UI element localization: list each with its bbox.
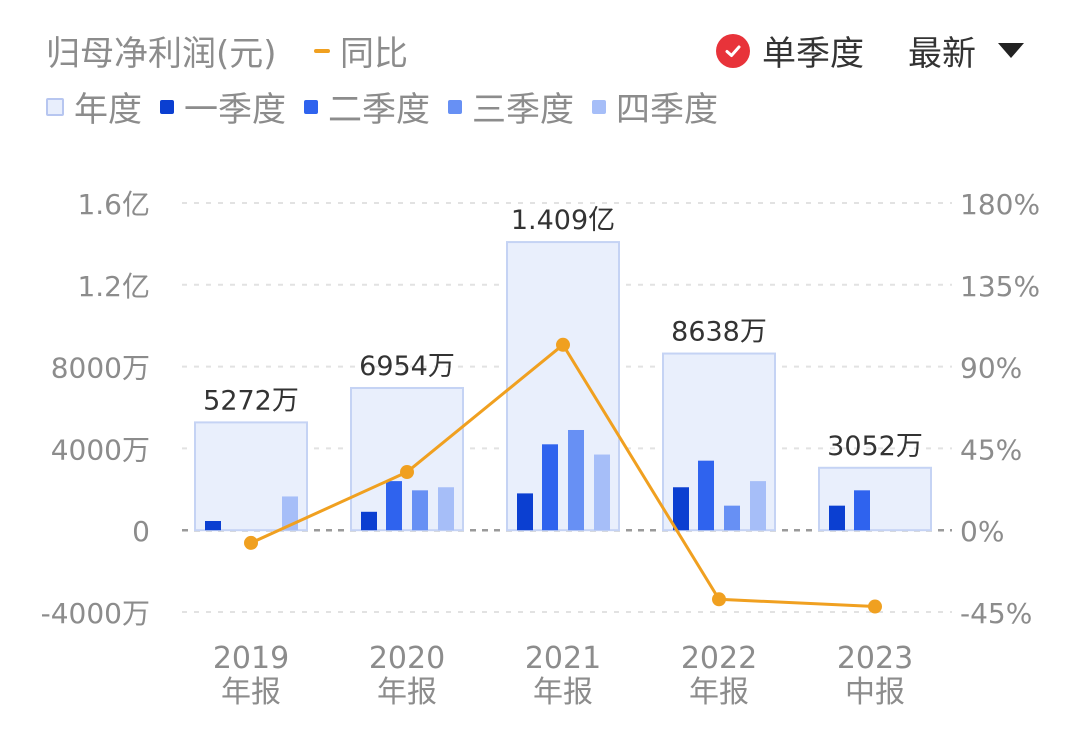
quarter-bar-q2 [542, 444, 558, 531]
quarter-bar-q4 [594, 454, 610, 531]
right-tick-label: 45% [960, 433, 1022, 466]
x-tick-year: 2020 [369, 641, 445, 676]
sort-dropdown-label: 最新 [908, 34, 976, 74]
chevron-down-icon [998, 43, 1024, 58]
quarter-bar-q2 [698, 460, 714, 531]
annual-value-label: 6954万 [359, 351, 455, 382]
quarter-bar-q1 [361, 511, 377, 531]
yoy-point [556, 337, 570, 352]
x-tick-report: 年报 [221, 675, 281, 710]
legend-label: 一季度 [184, 90, 286, 130]
left-tick-label: 0 [132, 515, 150, 548]
right-tick-label: 135% [960, 270, 1040, 303]
annual-value-label: 5272万 [203, 385, 299, 416]
left-tick-label: 4000万 [51, 433, 150, 466]
x-tick-year: 2022 [681, 641, 757, 676]
right-tick-label: -45% [960, 597, 1032, 630]
legend-item-q4[interactable]: 四季度 [592, 82, 718, 131]
legend-swatch [46, 97, 64, 116]
quarter-bar-q1 [517, 493, 533, 531]
single-quarter-label: 单季度 [762, 34, 864, 74]
yoy-point [712, 592, 726, 607]
single-quarter-toggle[interactable]: 单季度 [716, 26, 864, 75]
x-tick-year: 2019 [213, 641, 289, 676]
quarter-bar-q3 [724, 505, 740, 531]
x-tick-report: 年报 [689, 675, 749, 710]
quarter-bar-q1 [829, 505, 845, 531]
x-tick-report: 年报 [377, 675, 437, 710]
yoy-point [400, 465, 414, 480]
quarter-bar-q4 [438, 487, 454, 531]
quarter-bar-q3 [568, 429, 584, 531]
x-tick-report: 年报 [533, 675, 593, 710]
annual-value-label: 1.409亿 [511, 205, 615, 236]
quarter-bar-q2 [386, 481, 402, 531]
legend-label: 二季度 [328, 90, 430, 130]
sort-dropdown[interactable]: 最新 [908, 26, 1024, 75]
annual-value-label: 8638万 [671, 317, 767, 348]
yoy-legend-label: 同比 [340, 34, 408, 74]
quarter-bar-q2 [854, 490, 870, 531]
yoy-point [244, 535, 258, 550]
legend-swatch [448, 99, 462, 114]
left-tick-label: 1.2亿 [77, 270, 150, 303]
right-tick-label: 180% [960, 188, 1040, 221]
x-tick-year: 2021 [525, 641, 601, 676]
legend-item-annual[interactable]: 年度 [46, 82, 142, 131]
x-tick-report: 中报 [845, 675, 905, 710]
yoy-line-swatch [314, 48, 330, 53]
legend-item-q1[interactable]: 一季度 [160, 82, 286, 131]
right-tick-label: 0% [960, 515, 1004, 548]
annual-value-label: 3052万 [827, 431, 923, 462]
legend-swatch [304, 99, 318, 114]
right-tick-label: 90% [960, 352, 1022, 385]
legend-label: 三季度 [472, 90, 574, 130]
quarter-bar-q3 [412, 490, 428, 531]
legend-item-q2[interactable]: 二季度 [304, 82, 430, 131]
series-legend: 年度 一季度 二季度 三季度 四季度 [46, 82, 736, 131]
x-tick-year: 2023 [837, 641, 913, 676]
yoy-legend[interactable]: 同比 [314, 26, 408, 75]
legend-label: 年度 [74, 90, 142, 130]
left-tick-label: -4000万 [41, 597, 150, 630]
quarter-bar-q1 [205, 520, 221, 531]
legend-swatch [160, 99, 174, 114]
yoy-point [868, 599, 882, 614]
legend-swatch [592, 99, 606, 114]
legend-label: 四季度 [616, 90, 718, 130]
left-tick-label: 1.6亿 [77, 188, 150, 221]
chart-title: 归母净利润(元) [46, 34, 277, 74]
legend-item-q3[interactable]: 三季度 [448, 82, 574, 131]
check-icon [716, 33, 750, 68]
quarter-bar-q4 [750, 481, 766, 531]
quarter-bar-q1 [673, 487, 689, 531]
left-tick-label: 8000万 [51, 352, 150, 385]
